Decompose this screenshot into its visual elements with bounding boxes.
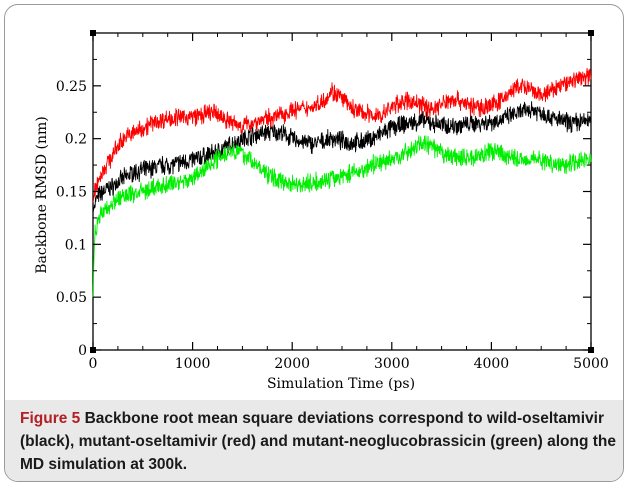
x-tick-label-4: 4000 <box>474 356 510 372</box>
y-tick-label-1: 0.05 <box>56 290 87 306</box>
corner-marker-3 <box>588 347 594 353</box>
series-line-1 <box>92 67 592 203</box>
series-line-2 <box>92 135 592 298</box>
y-tick-label-5: 0.25 <box>56 79 87 95</box>
axis-layer: 0 1000 2000 3000 4000 5000 0 0.05 0.1 0.15 0.2 0.25 <box>56 30 609 372</box>
rmsd-line-chart: 0 1000 2000 3000 4000 5000 0 0.05 0.1 0.15 0.2 0.25… <box>34 30 609 392</box>
caption-band <box>5 400 623 481</box>
series-line-0 <box>92 101 592 213</box>
x-tick-label-0: 0 <box>89 356 98 372</box>
x-tick-label-2: 2000 <box>274 356 310 372</box>
corner-marker-0 <box>90 30 96 36</box>
series-layer <box>92 67 592 298</box>
y-tick-label-4: 0.2 <box>65 132 87 148</box>
y-tick-label-2: 0.1 <box>65 237 87 253</box>
x-axis-title: Simulation Time (ps) <box>267 376 415 392</box>
corner-marker-2 <box>90 347 96 353</box>
figure-label: Figure 5 <box>20 410 81 427</box>
y-axis-title: Backbone RMSD (nm) <box>34 116 50 273</box>
caption-text: Backbone root mean square deviations cor… <box>20 410 616 473</box>
figure-caption: Figure 5 Backbone root mean square devia… <box>20 407 616 476</box>
x-tick-label-5: 5000 <box>573 356 609 372</box>
x-tick-label-1: 1000 <box>175 356 211 372</box>
corner-marker-1 <box>588 30 594 36</box>
y-tick-label-3: 0.15 <box>56 185 87 201</box>
x-tick-label-3: 3000 <box>374 356 410 372</box>
y-tick-label-0: 0 <box>78 343 87 359</box>
